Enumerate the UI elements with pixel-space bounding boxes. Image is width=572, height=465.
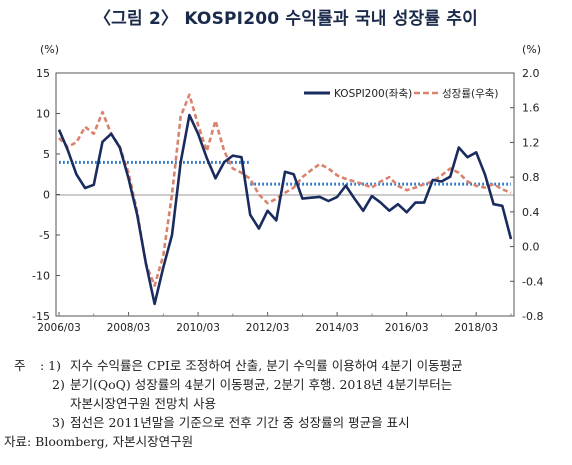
note-number: 2) xyxy=(52,377,65,392)
note-3: 3) 점선은 2011년말을 기준으로 전후 기간 중 성장률의 평균을 표시 xyxy=(4,413,570,432)
note-1: 주 : 1) 지수 수익률은 CPI로 조정하여 산출, 분기 수익률 이용하여… xyxy=(4,356,570,375)
right-axis-ticks: 2.0 1.6 1.2 0.8 0.4 0.0 -0.4 -0.8 xyxy=(510,67,543,323)
note-marker: 주 xyxy=(14,358,26,373)
x-axis-ticks: 2006/03 2008/03 2010/03 2012/03 2014/03 2016/… xyxy=(37,312,512,334)
note-number: : 1) xyxy=(40,358,62,373)
legend: KOSPI200(좌축) 성장률(우축) xyxy=(304,88,499,100)
left-tick-label: 0 xyxy=(43,189,50,202)
note-text: 점선은 2011년말을 기준으로 전후 기간 중 성장률의 평균을 표시 xyxy=(70,415,410,430)
right-tick-label: -0.8 xyxy=(522,310,543,323)
note-text: 지수 수익률은 CPI로 조정하여 산출, 분기 수익률 이용하여 4분기 이동… xyxy=(70,358,463,373)
growth-rate-line xyxy=(58,93,512,287)
note-number: 3) xyxy=(52,415,65,430)
right-tick-label: 1.6 xyxy=(522,102,540,115)
source-text: 자료: Bloomberg, 자본시장연구원 xyxy=(4,434,194,449)
x-tick-label: 2008/03 xyxy=(107,322,151,334)
note-text: 분기(QoQ) 성장률의 4분기 이동평균, 2분기 후행. 2018년 4분기… xyxy=(70,377,453,392)
chart-notes: 주 : 1) 지수 수익률은 CPI로 조정하여 산출, 분기 수익률 이용하여… xyxy=(4,356,570,451)
right-tick-label: 2.0 xyxy=(522,67,540,80)
right-tick-label: 0.4 xyxy=(522,206,540,219)
left-axis-unit: (%) xyxy=(40,43,59,56)
right-tick-label: 0.8 xyxy=(522,171,540,184)
x-tick-label: 2012/03 xyxy=(246,322,290,334)
x-tick-label: 2018/03 xyxy=(454,322,498,334)
right-axis-unit: (%) xyxy=(522,43,541,56)
left-tick-label: -10 xyxy=(32,270,50,283)
note-2: 2) 분기(QoQ) 성장률의 4분기 이동평균, 2분기 후행. 2018년 … xyxy=(4,375,570,394)
line-chart: (%) (%) 15 10 5 0 -5 -10 -15 2.0 1.6 1.2 0.8 0.4 0.… xyxy=(32,43,543,334)
source-row: 자료: Bloomberg, 자본시장연구원 xyxy=(4,432,570,451)
note-2-continued: 자본시장연구원 전망치 사용 xyxy=(4,394,570,413)
x-tick-label: 2006/03 xyxy=(37,322,81,334)
legend-label-growth: 성장률(우축) xyxy=(442,88,499,100)
kospi200-return-line xyxy=(57,113,513,306)
left-tick-label: -5 xyxy=(39,229,50,242)
x-tick-label: 2010/03 xyxy=(176,322,220,334)
plot-frame xyxy=(55,72,515,317)
legend-label-kospi: KOSPI200(좌축) xyxy=(334,88,412,100)
reference-lines xyxy=(59,160,511,186)
left-tick-label: 10 xyxy=(36,108,50,121)
left-axis-ticks: 15 10 5 0 -5 -10 -15 xyxy=(32,67,60,323)
right-tick-label: -0.4 xyxy=(522,275,543,288)
left-tick-label: -15 xyxy=(32,310,50,323)
right-tick-label: 1.2 xyxy=(522,136,540,149)
left-tick-label: 15 xyxy=(36,67,50,80)
series-lines xyxy=(57,93,513,306)
note-text: 자본시장연구원 전망치 사용 xyxy=(70,396,216,411)
chart-title: 〈그림 2〉 KOSPI200 수익률과 국내 성장률 추이 xyxy=(93,9,479,29)
x-tick-label: 2014/03 xyxy=(315,322,359,334)
x-tick-label: 2016/03 xyxy=(385,322,429,334)
left-tick-label: 5 xyxy=(43,148,50,161)
right-tick-label: 0.0 xyxy=(522,241,540,254)
